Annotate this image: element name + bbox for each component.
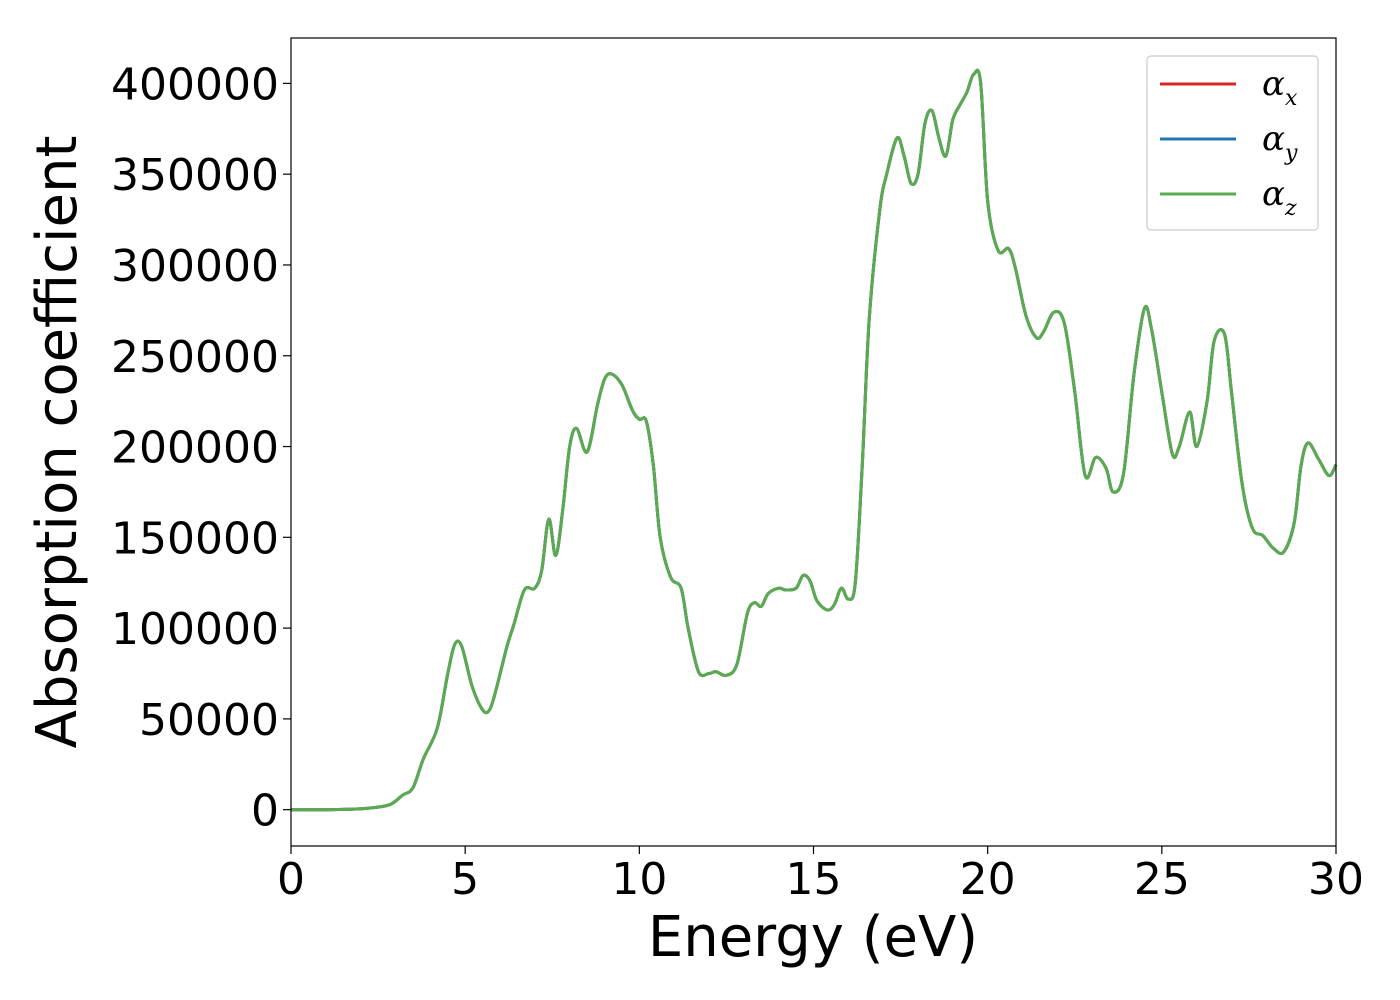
y-tick-label: 250000 [111, 332, 279, 383]
x-tick-label: 5 [451, 854, 479, 905]
legend-subscript: z [1284, 196, 1297, 221]
y-tick-label: 300000 [111, 241, 279, 292]
legend-box [1146, 55, 1319, 231]
series-line-2 [290, 68, 1338, 812]
y-tick-label: 350000 [111, 150, 279, 201]
y-axis: 0 50000 100000 150000 200000 250000 300000 3500… [111, 59, 291, 837]
series-layer [290, 68, 1338, 812]
y-tick-label: 100000 [111, 604, 279, 655]
x-tick-label: 0 [277, 854, 305, 905]
legend-symbol: α [1262, 64, 1285, 104]
y-tick-label: 50000 [139, 695, 279, 746]
legend-symbol: α [1262, 174, 1285, 214]
legend-label: αy [1262, 119, 1298, 166]
x-axis-title: Energy (eV) [648, 905, 978, 970]
x-axis: 0 5 10 15 20 25 30 [277, 846, 1364, 905]
x-tick-label: 25 [1134, 854, 1190, 905]
y-tick-label: 150000 [111, 513, 279, 564]
y-tick-label: 400000 [111, 59, 279, 110]
y-tick-label: 0 [251, 786, 279, 837]
legend-subscript: x [1285, 86, 1298, 111]
legend-label: αx [1262, 64, 1298, 111]
legend-label: αz [1262, 174, 1297, 221]
x-tick-label: 30 [1308, 854, 1364, 905]
y-axis-title: Absorption coefficient [25, 136, 90, 749]
x-tick-label: 15 [786, 854, 842, 905]
x-tick-label: 10 [611, 854, 667, 905]
legend-subscript: y [1284, 141, 1298, 166]
x-tick-label: 20 [960, 854, 1016, 905]
legend-symbol: α [1262, 119, 1285, 159]
y-tick-label: 200000 [111, 423, 279, 474]
